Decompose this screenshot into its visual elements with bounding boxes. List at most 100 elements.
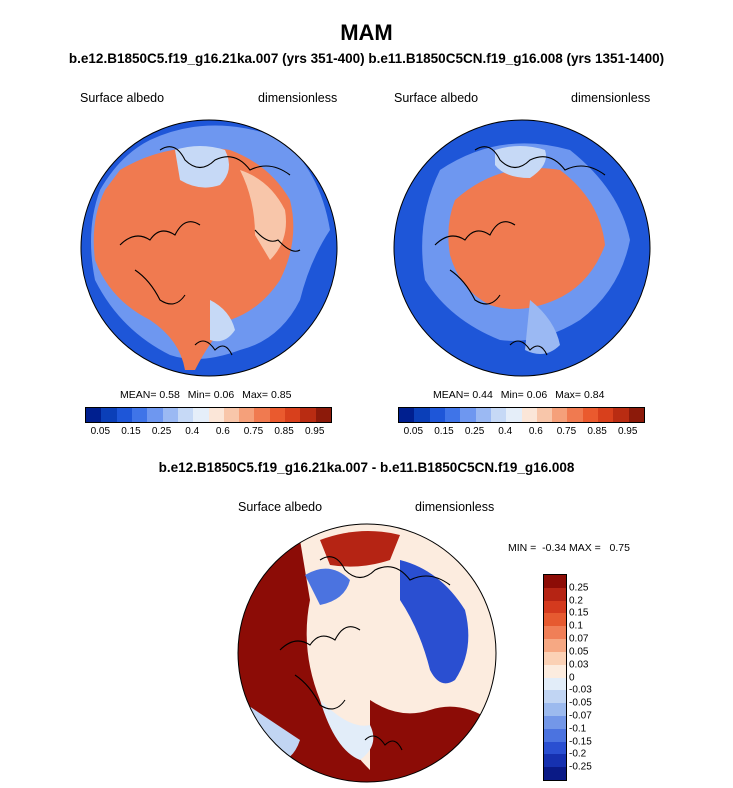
colorbar-tick-label: 0.2 [569,595,583,607]
colorbar-swatch [544,677,566,691]
colorbar-swatch [414,408,430,422]
panel1-variable-label: Surface albedo [80,91,165,105]
colorbar-tick-label: 0.6 [215,426,230,437]
colorbar-tick-label: 0.75 [556,426,577,437]
colorbar-swatch [544,754,566,768]
figure-subtitle: b.e12.B1850C5.f19_g16.21ka.007 (yrs 351-… [68,51,665,66]
colorbar-swatch [582,408,599,422]
diff-minmax: MIN = -0.34 MAX = 0.75 [508,542,630,554]
colorbar-swatch [544,626,566,640]
colorbar-swatch [544,575,566,588]
colorbar-swatch [613,408,629,422]
colorbar-panel-2 [398,407,645,423]
colorbar-tick-label: -0.2 [569,748,587,760]
colorbar-tick-label: 0.15 [569,607,589,619]
colorbar-swatch [544,741,566,755]
panel2-mean-label: MEAN= [433,389,470,401]
colorbar-tick-label: 0.25 [569,582,589,594]
colorbar-tick-label: -0.1 [569,723,587,735]
colorbar-tick-label: 0.1 [569,620,583,632]
colorbar-swatch [285,408,301,422]
colorbar-tick-label: -0.25 [569,761,592,773]
figure-title: MAM [340,20,393,45]
colorbar-swatch [429,408,445,422]
colorbar-swatch [544,728,566,742]
colorbar-swatch [208,408,224,422]
colorbar-tick-label: 0 [569,672,575,683]
colorbar-difference [543,574,567,781]
colorbar-swatch [544,767,566,780]
panel1-mean-label: MEAN= [120,389,157,401]
colorbar-tick-label: 0.15 [121,426,141,437]
colorbar-swatch [552,408,568,422]
colorbar-swatch [544,664,566,678]
difference-title: b.e12.B1850C5.f19_g16.21ka.007 - b.e11.B… [158,460,575,475]
colorbar-swatch [544,613,566,627]
colorbar-panel-2-ticks: 0.05 0.15 0.25 0.4 0.6 0.75 0.85 0.95 [398,426,643,440]
colorbar-tick-label: 0.4 [498,426,513,437]
colorbar-swatch [544,639,566,652]
colorbar-swatch [544,651,566,665]
colorbar-tick-label: -0.15 [569,736,592,748]
panel2-mean-value: 0.44 [472,389,493,401]
panel2-min-label: Min= [500,389,524,401]
colorbar-tick-label: 0.05 [90,426,111,437]
colorbar-swatch [536,408,553,422]
colorbar-tick-label: 0.6 [528,426,543,437]
colorbar-swatch [544,690,566,704]
colorbar-tick-label: 0.25 [464,426,485,437]
colorbar-swatch [544,703,566,716]
panel1-max-value: 0.85 [270,389,292,401]
colorbar-tick-label: -0.03 [569,684,592,696]
panel2-min-value: 0.06 [526,389,548,401]
colorbar-swatch [254,408,270,422]
panel2-variable-label: Surface albedo [394,91,479,105]
colorbar-swatch [628,408,644,422]
colorbar-swatch [521,408,537,422]
colorbar-tick-label: 0.03 [569,659,589,671]
colorbar-swatch [147,408,163,422]
panel1-stats: MEAN= 0.58 Min= 0.06 Max= 0.85 [120,389,291,401]
colorbar-swatch [475,408,491,422]
colorbar-tick-label: 0.05 [403,426,424,437]
colorbar-tick-label: 0.95 [617,426,638,437]
colorbar-tick-label: 0.85 [274,426,294,437]
colorbar-swatch [116,408,132,422]
colorbar-swatch [444,408,461,422]
colorbar-swatch [239,408,255,422]
panel2-units-label: dimensionless [571,91,651,105]
colorbar-swatch [131,408,148,422]
panel1-mean-value: 0.58 [159,389,180,401]
panel1-max-label: Max= [242,389,269,401]
colorbar-swatch [544,600,566,614]
colorbar-swatch [300,408,316,422]
colorbar-swatch [460,408,476,422]
colorbar-swatch [544,587,566,601]
panel2-max-value: 0.84 [583,389,605,401]
diff-units-label: dimensionless [415,500,495,514]
colorbar-swatch [269,408,286,422]
colorbar-swatch [315,408,331,422]
colorbar-swatch [86,408,102,422]
colorbar-tick-label: -0.05 [569,697,592,709]
colorbar-tick-label: 0.07 [569,633,589,645]
colorbar-panel-1-ticks: 0.05 0.15 0.25 0.4 0.6 0.75 0.85 0.95 [85,426,330,440]
diff-variable-label: Surface albedo [238,500,323,514]
colorbar-swatch [490,408,507,422]
panel2-stats: MEAN= 0.44 Min= 0.06 Max= 0.84 [433,389,604,401]
colorbar-tick-label: 0.85 [587,426,607,437]
colorbar-tick-label: 0.15 [434,426,454,437]
colorbar-tick-label: 0.05 [569,646,589,658]
panel2-max-label: Max= [555,389,582,401]
colorbar-swatch [506,408,522,422]
panel1-units-label: dimensionless [258,91,338,105]
colorbar-tick-label: 0.25 [151,426,172,437]
colorbar-swatch [399,408,415,422]
colorbar-swatch [598,408,614,422]
colorbar-tick-label: 0.95 [304,426,325,437]
colorbar-swatch [223,408,240,422]
colorbar-panel-1 [85,407,332,423]
